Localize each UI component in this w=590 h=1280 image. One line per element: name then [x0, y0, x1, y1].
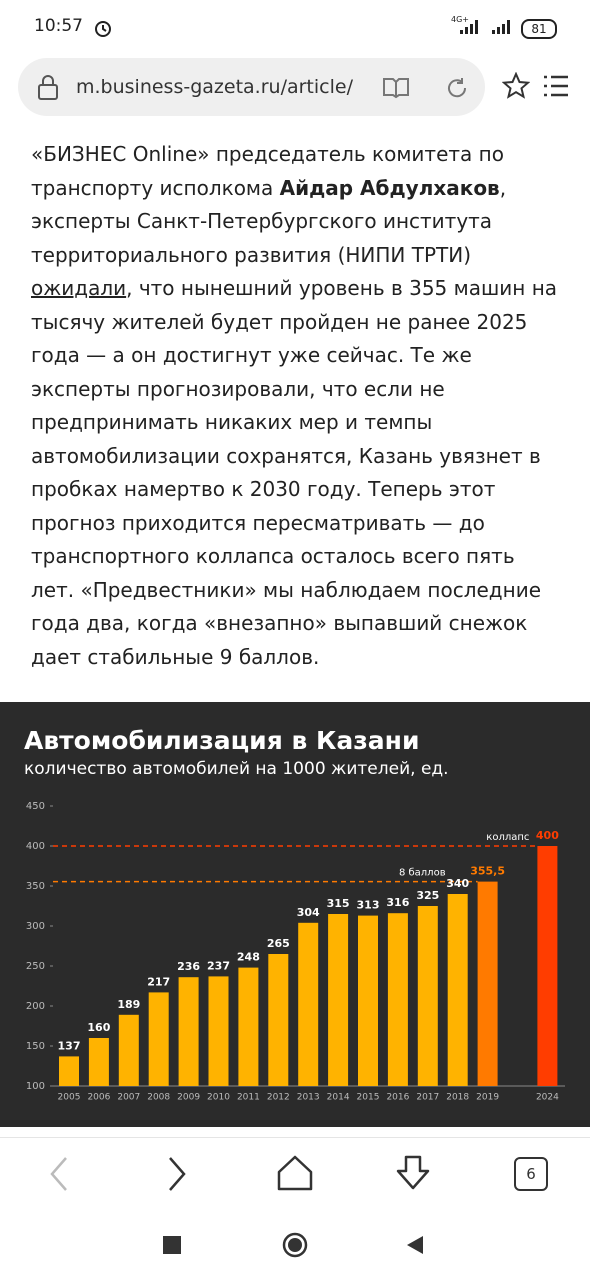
- alarm-icon: [95, 21, 111, 37]
- y-tick-label: 400: [26, 841, 45, 852]
- reference-label: коллапс: [486, 832, 529, 843]
- y-tick-label: 100: [26, 1081, 45, 1092]
- network: 4G+: [451, 15, 469, 24]
- x-tick-label: 2017: [416, 1093, 439, 1103]
- browser-toolbar: 6: [0, 1137, 590, 1210]
- chart-title: Автомобилизация в Казани: [24, 726, 419, 755]
- x-tick-label: 2012: [267, 1093, 290, 1103]
- chart-subtitle: количество автомобилей на 1000 жителей, …: [24, 759, 449, 779]
- link[interactable]: ожидали: [31, 276, 127, 300]
- x-tick-label: 2007: [117, 1093, 140, 1103]
- bar: [537, 846, 558, 1086]
- tabs-button[interactable]: 6: [514, 1157, 548, 1191]
- data-label: 217: [147, 975, 170, 988]
- x-tick-label: 2013: [297, 1093, 320, 1103]
- data-label: 315: [327, 897, 350, 910]
- data-label: 316: [386, 896, 409, 909]
- reader-icon[interactable]: [382, 75, 410, 99]
- bar: [268, 954, 289, 1086]
- data-label: 237: [207, 959, 230, 972]
- x-tick-label: 2019: [476, 1093, 499, 1103]
- data-label: 355,5: [470, 865, 505, 878]
- x-tick-label: 2015: [357, 1093, 380, 1103]
- system-nav: [0, 1210, 590, 1280]
- data-label: 160: [87, 1021, 110, 1034]
- bar: [358, 915, 378, 1086]
- data-label: 325: [416, 889, 439, 902]
- battery: 81: [521, 19, 557, 39]
- x-tick-label: 2016: [386, 1093, 409, 1103]
- download-button[interactable]: [394, 1154, 432, 1192]
- bar: [208, 976, 229, 1086]
- data-label: 304: [297, 906, 320, 919]
- x-tick-label: 2010: [207, 1093, 230, 1103]
- bar: [477, 881, 498, 1086]
- y-tick-label: 350: [26, 881, 45, 892]
- bar: [178, 977, 199, 1086]
- text-segment: , эксперты Санкт-Петербургского институт…: [31, 175, 507, 267]
- data-label: 340: [446, 877, 469, 890]
- text-segment: , что нынешний уровень в 355 машин на ты…: [31, 276, 558, 669]
- recents-button[interactable]: [163, 1236, 181, 1254]
- bar: [447, 894, 468, 1086]
- x-tick-label: 2024: [536, 1093, 559, 1103]
- bar: [238, 967, 259, 1086]
- status-bar: 10:57 4G+ 81: [0, 0, 590, 56]
- text-segment: «БИЗНЕС Online» председатель комитета по…: [31, 142, 504, 200]
- reference-label: 8 баллов: [399, 868, 446, 879]
- bar: [118, 1014, 139, 1086]
- chart: Автомобилизация в Казани количество авто…: [0, 702, 590, 1127]
- x-tick-label: 2018: [446, 1093, 469, 1103]
- url-bar[interactable]: m.business-gazeta.ru/article/: [18, 58, 485, 116]
- back-nav-button[interactable]: [405, 1235, 425, 1255]
- bar: [387, 913, 408, 1086]
- bar: [59, 1056, 79, 1086]
- y-tick-label: 200: [26, 1001, 45, 1012]
- article-text: «БИЗНЕС Online» председатель комитета по…: [31, 138, 561, 674]
- bar: [298, 922, 319, 1086]
- lock-icon: [38, 75, 58, 100]
- data-label: 265: [267, 937, 290, 950]
- data-label: 236: [177, 960, 200, 973]
- y-tick-label: 150: [26, 1041, 45, 1052]
- y-tick-label: 300: [26, 921, 45, 932]
- x-tick-label: 2009: [177, 1093, 200, 1103]
- bar: [417, 906, 438, 1086]
- x-tick-label: 2014: [327, 1093, 350, 1103]
- menu-icon[interactable]: [542, 74, 570, 98]
- data-label: 313: [357, 899, 380, 912]
- data-label: 400: [536, 829, 559, 842]
- bar: [148, 992, 169, 1086]
- bookmark-icon[interactable]: [502, 72, 530, 100]
- home-button[interactable]: [276, 1154, 314, 1192]
- bar: [328, 914, 349, 1086]
- bar: [88, 1038, 109, 1086]
- reload-icon[interactable]: [444, 75, 470, 101]
- back-button[interactable]: [44, 1156, 74, 1192]
- text-segment: Айдар Абдулхаков: [279, 175, 500, 200]
- url: m.business-gazeta.ru/article/: [76, 76, 353, 98]
- signal-icon: [460, 20, 510, 34]
- data-label: 189: [117, 998, 140, 1011]
- y-tick-label: 250: [26, 961, 45, 972]
- x-tick-label: 2011: [237, 1093, 260, 1103]
- home-nav-button[interactable]: [282, 1232, 308, 1258]
- y-tick-label: 450: [26, 801, 45, 812]
- data-label: 137: [58, 1039, 81, 1052]
- x-tick-label: 2008: [147, 1093, 170, 1103]
- x-tick-label: 2006: [87, 1093, 110, 1103]
- forward-button[interactable]: [162, 1156, 192, 1192]
- time: 10:57: [34, 16, 83, 36]
- x-tick-label: 2005: [58, 1093, 81, 1103]
- data-label: 248: [237, 951, 260, 964]
